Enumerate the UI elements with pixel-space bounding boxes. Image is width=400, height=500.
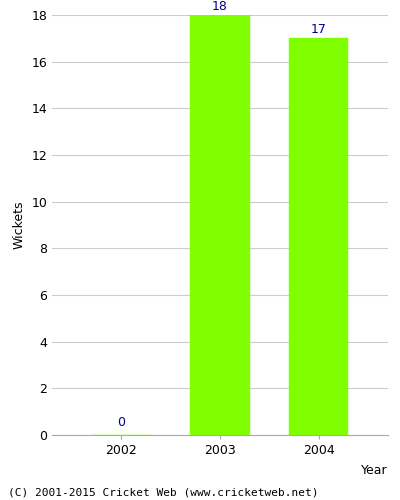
Text: 17: 17 bbox=[311, 23, 327, 36]
Y-axis label: Wickets: Wickets bbox=[13, 200, 26, 249]
Bar bbox=[190, 15, 250, 435]
Text: Year: Year bbox=[361, 464, 388, 477]
Text: 0: 0 bbox=[117, 416, 125, 429]
Text: (C) 2001-2015 Cricket Web (www.cricketweb.net): (C) 2001-2015 Cricket Web (www.cricketwe… bbox=[8, 488, 318, 498]
Text: 18: 18 bbox=[212, 0, 228, 12]
Bar bbox=[289, 38, 348, 435]
